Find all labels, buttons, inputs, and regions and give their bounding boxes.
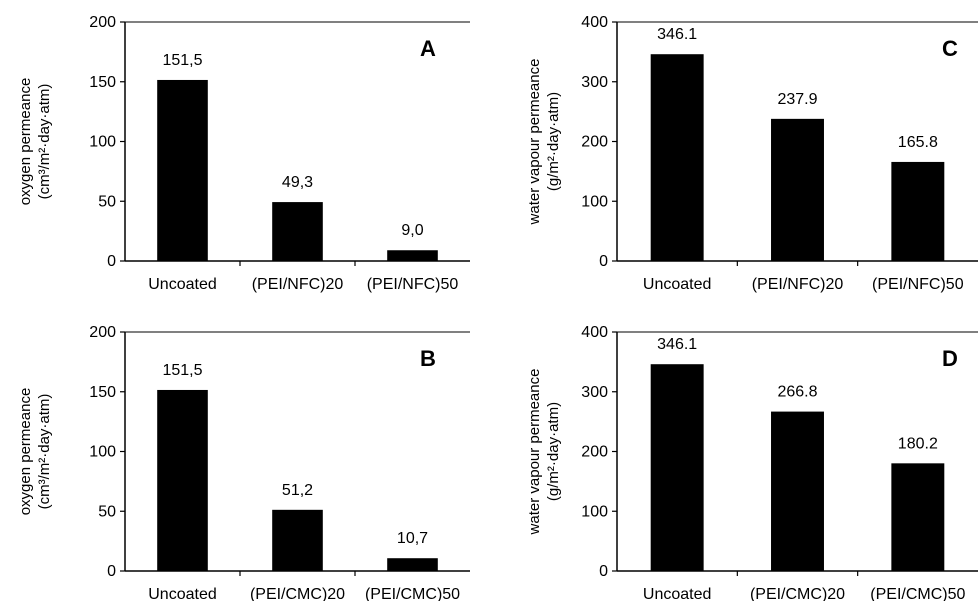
chart-panel-c: 0 100 200 300 400 346.1 Uncoated 237.9 (PEI/NFC)… <box>526 14 978 293</box>
y-tick-label: 200 <box>581 444 608 461</box>
y-tick-label: 0 <box>107 563 116 580</box>
y-tick-label: 300 <box>581 74 608 91</box>
data-label: 180.2 <box>898 435 938 452</box>
bar-2 <box>272 509 323 571</box>
data-label: 165.8 <box>898 134 938 151</box>
y-axis-label-line-1: oxygen permeance <box>17 388 34 516</box>
y-tick-label: 100 <box>581 503 608 520</box>
y-tick-label: 0 <box>599 563 608 580</box>
y-tick-label: 100 <box>89 444 116 461</box>
x-category-label: (PEI/CMC)20 <box>250 586 345 601</box>
y-tick-label: 0 <box>107 253 116 270</box>
panel-letter: A <box>420 36 436 61</box>
y-axis-label-line-1: water vapour permeance <box>526 59 543 226</box>
chart-panel-a: 0 50 100 150 200 151,5 Uncoated 49,3 (PEI/NFC)20… <box>17 14 470 293</box>
data-label: 49,3 <box>282 174 313 191</box>
data-label: 237.9 <box>777 91 817 108</box>
panel-letter: C <box>942 36 958 61</box>
y-tick-label: 200 <box>89 324 116 341</box>
data-label: 51,2 <box>282 482 313 499</box>
data-label: 346.1 <box>657 336 697 353</box>
data-label: 266.8 <box>777 384 817 401</box>
y-tick-label: 400 <box>581 324 608 341</box>
y-tick-label: 50 <box>98 503 116 520</box>
bar-1 <box>650 364 704 571</box>
bar-2 <box>771 411 824 571</box>
y-tick-label: 50 <box>98 193 116 210</box>
y-axis-label-line-1: oxygen permeance <box>17 78 34 206</box>
x-category-label: Uncoated <box>643 276 712 293</box>
x-category-label: Uncoated <box>643 586 712 601</box>
y-tick-label: 100 <box>89 134 116 151</box>
bar-3 <box>891 161 945 261</box>
y-tick-label: 200 <box>581 134 608 151</box>
chart-panel-b: 0 50 100 150 200 151,5 Uncoated 51,2 (PEI/CMC)20… <box>17 324 470 601</box>
bar-3 <box>387 558 438 571</box>
bar-3 <box>387 250 438 261</box>
bar-1 <box>157 79 208 262</box>
x-category-label: (PEI/CMC)50 <box>365 586 460 601</box>
x-category-label: (PEI/CMC)50 <box>870 586 965 601</box>
y-tick-label: 0 <box>599 253 608 270</box>
x-category-label: (PEI/NFC)20 <box>752 276 844 293</box>
y-tick-label: 400 <box>581 14 608 31</box>
y-tick-label: 150 <box>89 384 116 401</box>
y-axis-label-line-2: (cm³/m²·day·atm) <box>36 84 53 200</box>
data-label: 9,0 <box>401 222 423 239</box>
x-category-label: (PEI/NFC)50 <box>872 276 964 293</box>
panel-letter: D <box>942 346 958 371</box>
y-axis-label-line-2: (cm³/m²·day·atm) <box>36 394 53 510</box>
y-tick-label: 100 <box>581 193 608 210</box>
panel-letter: B <box>420 346 436 371</box>
y-tick-label: 200 <box>89 14 116 31</box>
data-label: 151,5 <box>162 52 202 69</box>
x-category-label: Uncoated <box>148 276 217 293</box>
data-label: 10,7 <box>397 530 428 547</box>
x-category-label: (PEI/NFC)50 <box>367 276 459 293</box>
y-axis-label-line-2: (g/m²·day·atm) <box>545 402 562 501</box>
bar-3 <box>891 463 945 571</box>
bar-2 <box>771 118 824 261</box>
bar-1 <box>157 389 208 571</box>
data-label: 151,5 <box>162 362 202 379</box>
x-category-label: (PEI/CMC)20 <box>750 586 845 601</box>
y-axis-label-line-1: water vapour permeance <box>526 369 543 536</box>
y-tick-label: 150 <box>89 74 116 91</box>
data-label: 346.1 <box>657 26 697 43</box>
y-tick-label: 300 <box>581 384 608 401</box>
x-category-label: (PEI/NFC)20 <box>252 276 344 293</box>
y-axis-label-line-2: (g/m²·day·atm) <box>545 92 562 191</box>
bar-2 <box>272 202 323 261</box>
chart-panel-d: 0 100 200 300 400 346.1 Uncoated 266.8 (PEI/CMC)… <box>526 324 978 601</box>
bar-1 <box>650 54 704 262</box>
x-category-label: Uncoated <box>148 586 217 601</box>
